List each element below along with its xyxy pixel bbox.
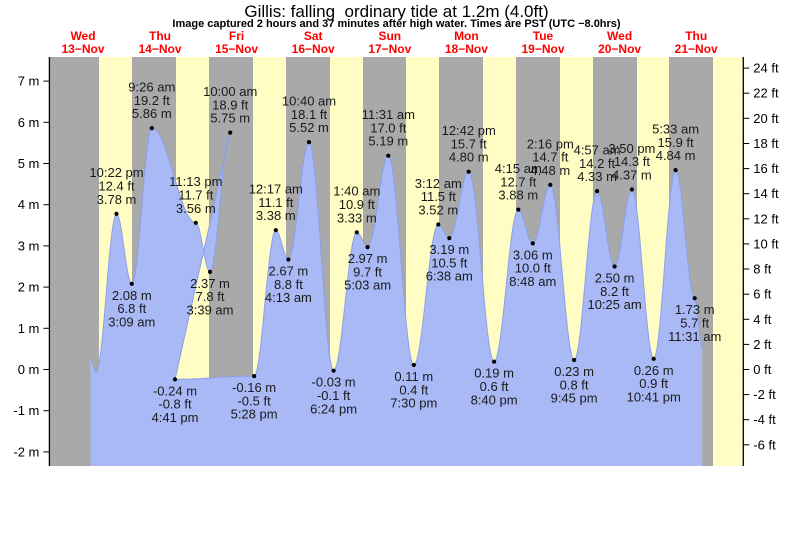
svg-text:10:41 pm: 10:41 pm <box>627 389 681 404</box>
svg-text:7:30 pm: 7:30 pm <box>390 396 437 411</box>
svg-text:-6 ft: -6 ft <box>753 437 776 452</box>
svg-text:1 m: 1 m <box>18 321 40 336</box>
svg-text:0 m: 0 m <box>18 362 40 377</box>
svg-text:12 ft: 12 ft <box>753 211 779 226</box>
svg-text:6 m: 6 m <box>18 115 40 130</box>
svg-text:18 ft: 18 ft <box>753 136 779 151</box>
svg-text:4 m: 4 m <box>18 197 40 212</box>
svg-text:22 ft: 22 ft <box>753 86 779 101</box>
svg-text:-4 ft: -4 ft <box>753 412 776 427</box>
svg-text:3.33 m: 3.33 m <box>337 210 377 225</box>
svg-text:8 ft: 8 ft <box>753 262 771 277</box>
svg-text:5.86 m: 5.86 m <box>132 106 172 121</box>
svg-text:3.52 m: 3.52 m <box>418 203 458 218</box>
svg-text:9:45 pm: 9:45 pm <box>551 391 598 406</box>
svg-text:5.75 m: 5.75 m <box>210 111 250 126</box>
svg-text:16 ft: 16 ft <box>753 161 779 176</box>
svg-text:-1 m: -1 m <box>13 403 39 418</box>
svg-text:3:09 am: 3:09 am <box>108 314 155 329</box>
svg-text:3.78 m: 3.78 m <box>97 192 137 207</box>
svg-text:3 m: 3 m <box>18 238 40 253</box>
svg-text:4.48 m: 4.48 m <box>530 163 570 178</box>
svg-text:5 m: 5 m <box>18 156 40 171</box>
svg-text:3.38 m: 3.38 m <box>256 208 296 223</box>
svg-text:8:48 am: 8:48 am <box>509 274 556 289</box>
svg-text:3:39 am: 3:39 am <box>187 303 234 318</box>
svg-text:7 m: 7 m <box>18 74 40 89</box>
svg-text:-2 m: -2 m <box>13 444 39 459</box>
svg-text:3.88 m: 3.88 m <box>498 188 538 203</box>
svg-text:20 ft: 20 ft <box>753 111 779 126</box>
svg-text:2 ft: 2 ft <box>753 337 771 352</box>
svg-text:5:03 am: 5:03 am <box>344 278 391 293</box>
svg-text:8:40 pm: 8:40 pm <box>471 392 518 407</box>
svg-text:24 ft: 24 ft <box>753 61 779 76</box>
svg-text:5:28 pm: 5:28 pm <box>231 407 278 422</box>
svg-text:5.19 m: 5.19 m <box>368 134 408 149</box>
svg-text:14 ft: 14 ft <box>753 186 779 201</box>
svg-text:4.80 m: 4.80 m <box>449 150 489 165</box>
svg-text:6:38 am: 6:38 am <box>426 269 473 284</box>
svg-text:4:41 pm: 4:41 pm <box>152 410 199 425</box>
svg-text:10 ft: 10 ft <box>753 236 779 251</box>
svg-text:-2 ft: -2 ft <box>753 387 776 402</box>
svg-text:5.52 m: 5.52 m <box>289 120 329 135</box>
svg-text:4.84 m: 4.84 m <box>656 148 696 163</box>
svg-text:4:13 am: 4:13 am <box>265 290 312 305</box>
svg-text:0 ft: 0 ft <box>753 362 771 377</box>
svg-text:6:24 pm: 6:24 pm <box>310 401 357 416</box>
svg-text:2 m: 2 m <box>18 280 40 295</box>
svg-text:4 ft: 4 ft <box>753 312 771 327</box>
svg-text:4.37 m: 4.37 m <box>612 168 652 183</box>
svg-text:4.33 m: 4.33 m <box>577 169 617 184</box>
svg-text:3.56 m: 3.56 m <box>176 201 216 216</box>
svg-text:10:25 am: 10:25 am <box>587 297 641 312</box>
svg-text:11:31 am: 11:31 am <box>668 329 721 344</box>
svg-text:6 ft: 6 ft <box>753 287 771 302</box>
